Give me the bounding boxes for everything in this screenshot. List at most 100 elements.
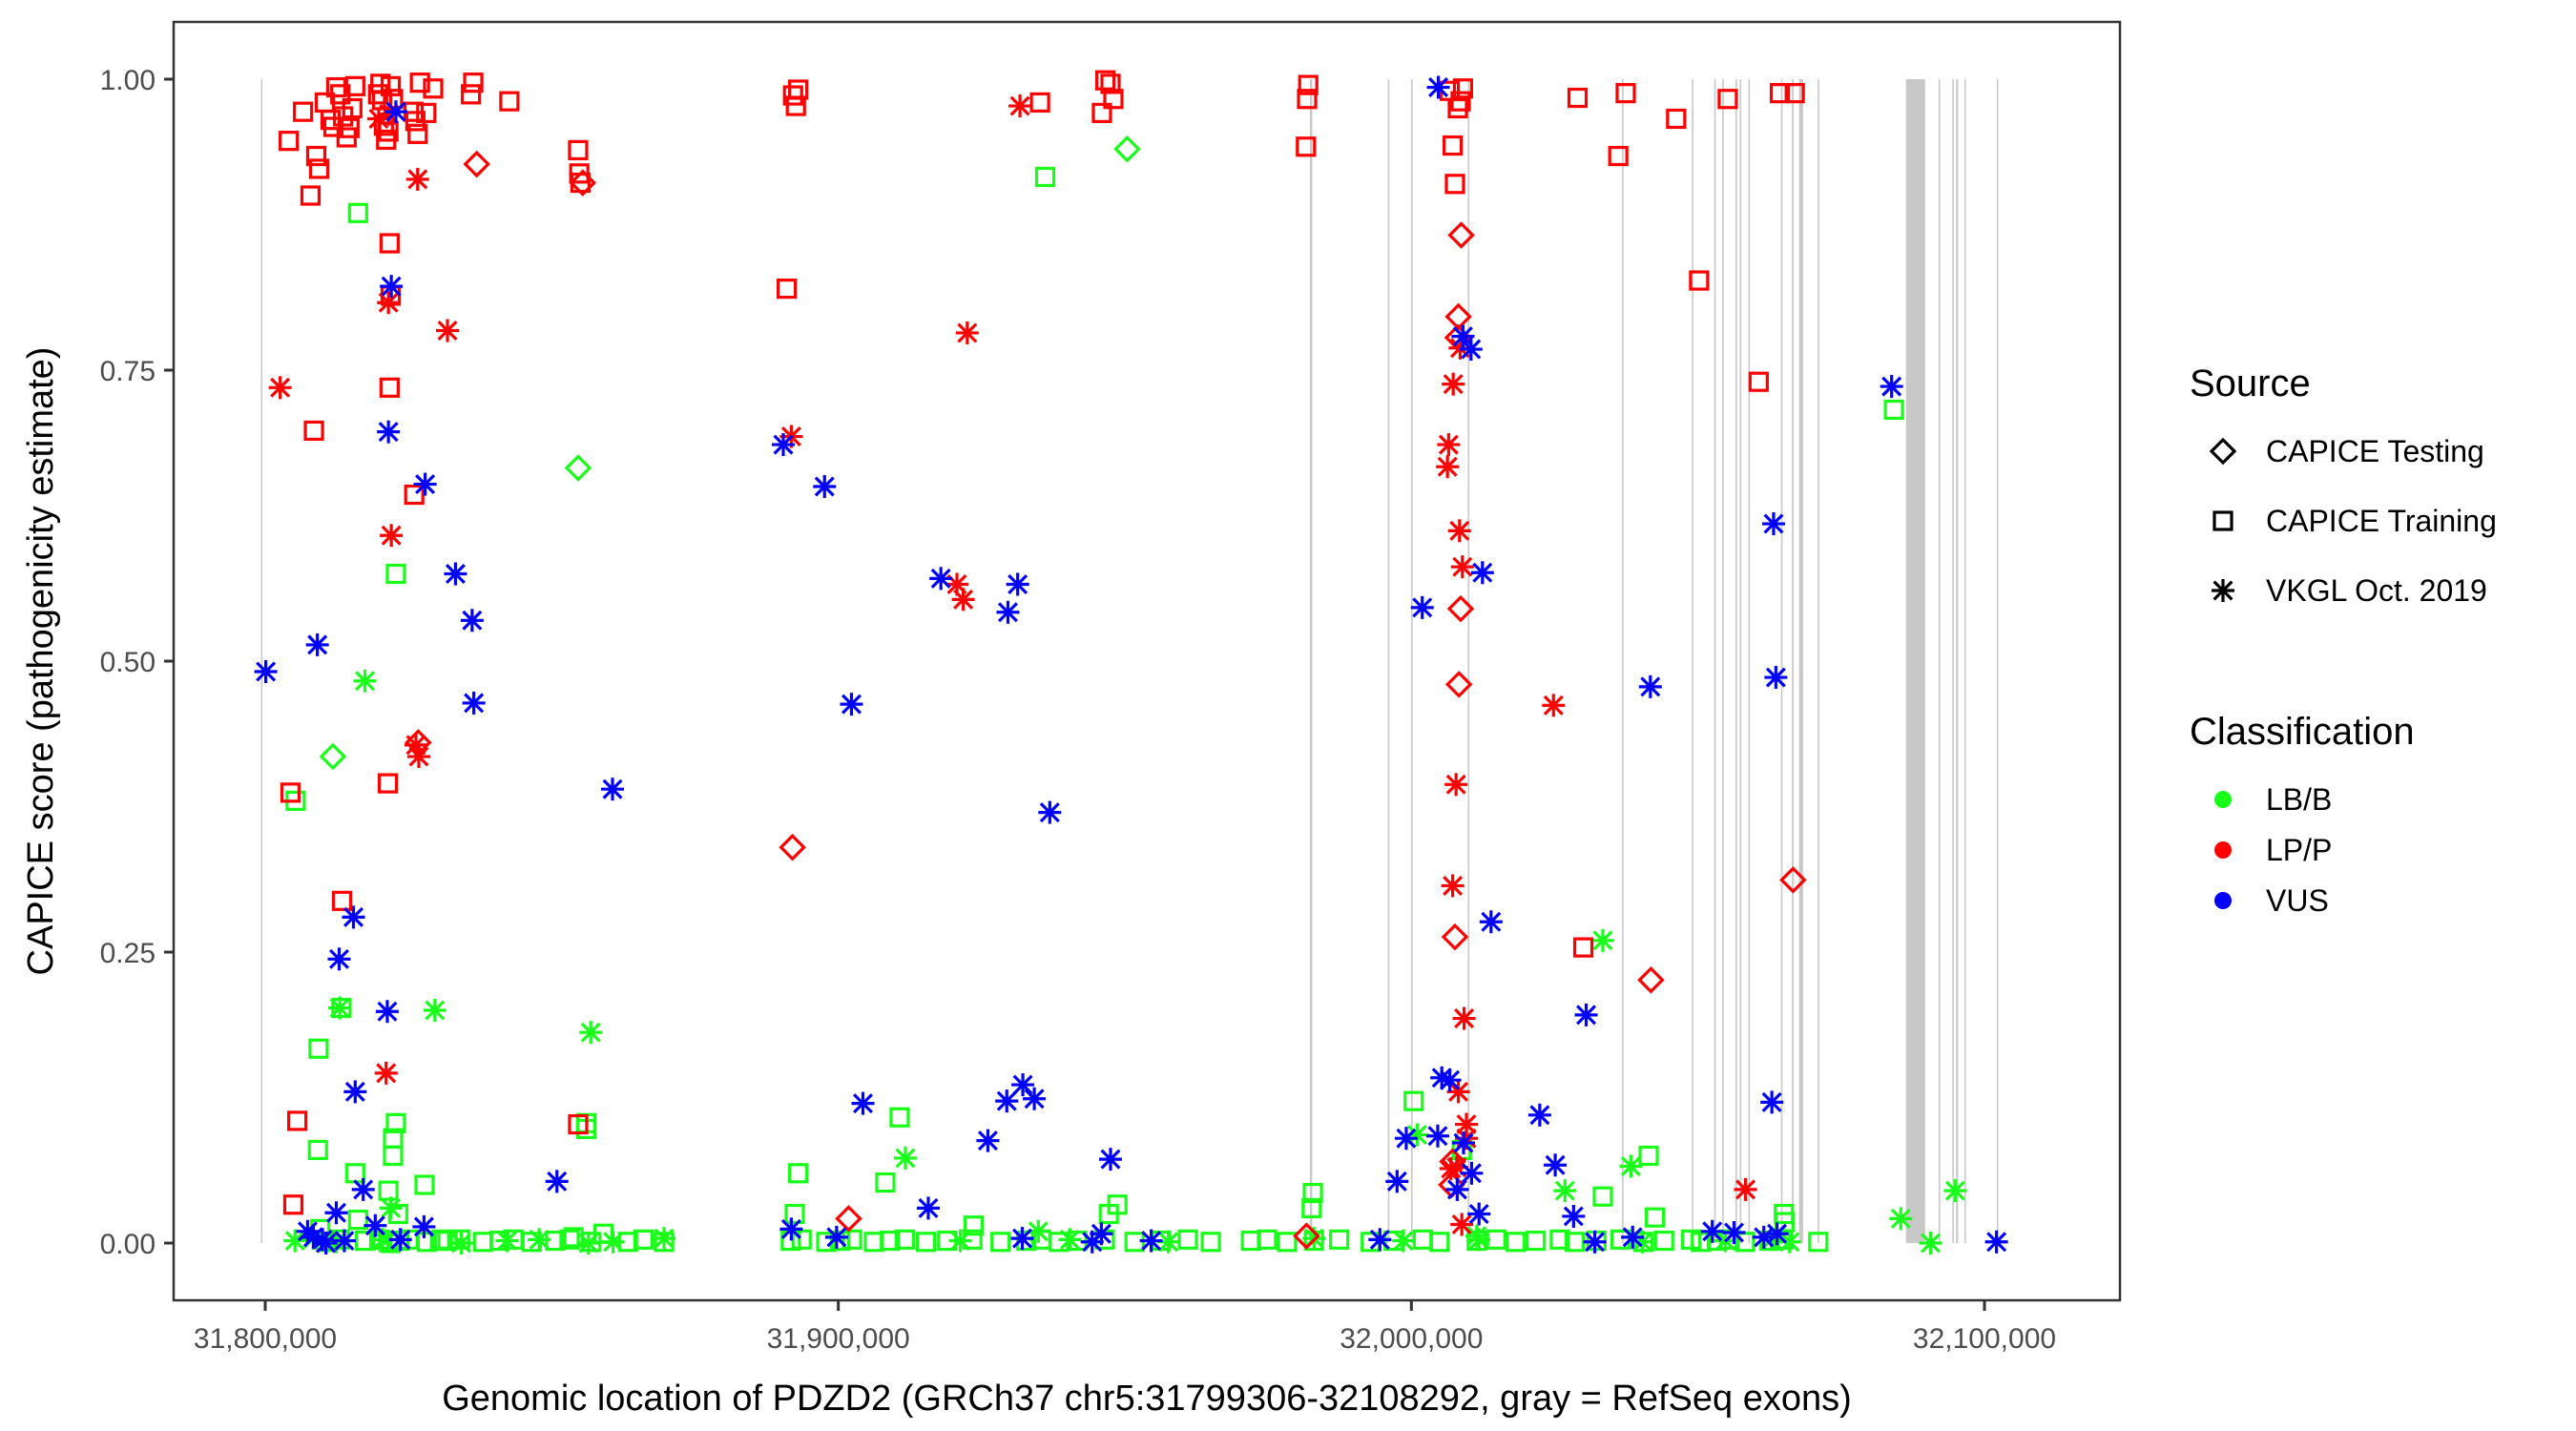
- legend-classification-title: Classification: [2190, 711, 2415, 753]
- data-point: [375, 1000, 399, 1024]
- data-point: [1889, 1207, 1913, 1231]
- exon-bands: [260, 79, 1999, 1243]
- data-point: [1257, 1229, 1278, 1250]
- data-point: [416, 102, 437, 123]
- data-point: [1459, 338, 1483, 362]
- exon-band: [1748, 79, 1751, 1243]
- data-point: [1446, 594, 1475, 623]
- data-point: [1425, 1124, 1449, 1148]
- data-point: [1574, 1003, 1598, 1027]
- exon-band: [260, 79, 263, 1243]
- data-point: [283, 1229, 307, 1253]
- data-point: [385, 1112, 406, 1133]
- data-point: [1016, 1230, 1037, 1252]
- data-point: [499, 91, 520, 112]
- data-point: [633, 1229, 654, 1250]
- data-point: [1426, 75, 1450, 99]
- data-point: [1621, 1225, 1645, 1249]
- data-point: [374, 1061, 398, 1085]
- data-point: [1436, 455, 1460, 479]
- data-point: [320, 110, 342, 131]
- exon-band: [1905, 79, 1925, 1243]
- data-point: [1296, 136, 1317, 157]
- legend-item-source: CAPICE Testing: [2209, 434, 2484, 468]
- data-point: [437, 1230, 458, 1252]
- data-point: [1615, 83, 1636, 104]
- data-point: [1442, 372, 1465, 396]
- data-point: [569, 169, 597, 197]
- data-point: [568, 1113, 589, 1135]
- data-point: [324, 1201, 348, 1225]
- data-point: [779, 833, 806, 861]
- data-point: [460, 609, 484, 633]
- data-point: [568, 139, 589, 161]
- data-point: [449, 1232, 473, 1255]
- data-point: [1277, 1232, 1298, 1253]
- data-point: [1590, 928, 1614, 952]
- data-point: [409, 73, 430, 93]
- data-point: [1689, 270, 1710, 291]
- legend-label: LP/P: [2266, 833, 2332, 867]
- data-point: [996, 600, 1020, 624]
- data-point: [407, 123, 428, 144]
- data-point: [1008, 94, 1032, 118]
- data-point: [1437, 433, 1461, 457]
- data-point: [405, 167, 429, 191]
- data-point: [1442, 135, 1464, 156]
- data-point: [436, 319, 460, 342]
- data-point: [875, 1172, 896, 1193]
- data-point: [915, 1232, 937, 1253]
- data-point: [383, 1145, 404, 1167]
- data-point: [416, 1232, 437, 1253]
- legend-label: CAPICE Testing: [2266, 434, 2484, 468]
- data-point: [1447, 221, 1475, 249]
- data-point: [1769, 83, 1791, 104]
- data-point: [1368, 1228, 1392, 1252]
- data-point: [1761, 512, 1785, 536]
- data-point: [1700, 1219, 1724, 1243]
- data-point: [948, 1229, 972, 1253]
- data-point: [1774, 1212, 1795, 1233]
- data-point: [1919, 1232, 1942, 1255]
- legend-label: VUS: [2266, 883, 2329, 918]
- data-point: [305, 145, 327, 167]
- data-point: [1765, 1222, 1789, 1246]
- data-point: [305, 633, 329, 656]
- data-point: [1058, 1228, 1082, 1252]
- x-tick-label: 32,000,000: [1340, 1323, 1483, 1355]
- data-point: [1764, 666, 1788, 690]
- data-point: [293, 101, 314, 122]
- data-point: [1298, 74, 1319, 95]
- data-point: [327, 947, 351, 971]
- data-point: [1451, 1131, 1475, 1155]
- data-point: [976, 1129, 1000, 1152]
- exon-band: [1310, 79, 1313, 1243]
- data-point: [772, 433, 796, 457]
- data-point: [1297, 89, 1318, 110]
- data-point: [1564, 1232, 1586, 1253]
- data-point: [1542, 694, 1566, 717]
- data-point: [1506, 1232, 1527, 1253]
- data-point: [384, 100, 407, 124]
- data-point: [1638, 674, 1662, 698]
- data-point: [351, 1177, 375, 1201]
- data-point: [1619, 1154, 1643, 1178]
- data-point: [1748, 371, 1769, 392]
- data-point: [328, 996, 352, 1020]
- data-point: [1023, 1087, 1047, 1110]
- data-point: [1139, 1229, 1163, 1253]
- data-point: [840, 693, 863, 716]
- data-point: [779, 1217, 803, 1241]
- data-point: [1034, 166, 1056, 188]
- exon-band: [1938, 79, 1941, 1243]
- data-point: [1293, 1222, 1320, 1250]
- data-point: [463, 150, 490, 178]
- data-point: [1010, 1227, 1034, 1251]
- data-point: [1592, 1186, 1613, 1207]
- data-point: [388, 1228, 412, 1252]
- data-point: [423, 999, 447, 1022]
- data-point: [894, 1229, 915, 1250]
- data-point: [444, 562, 467, 586]
- data-point: [339, 117, 360, 138]
